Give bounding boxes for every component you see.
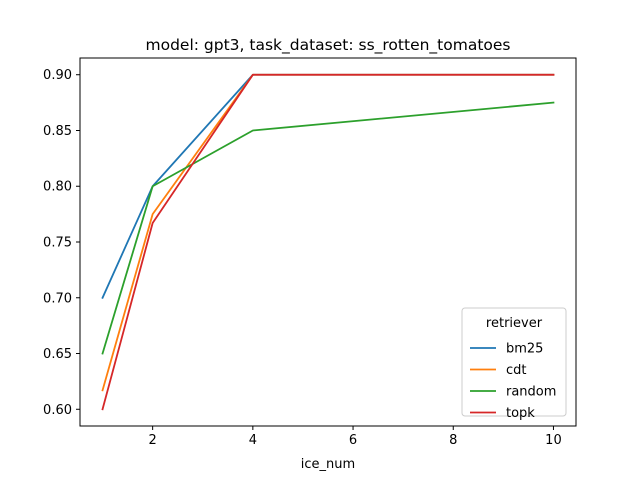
y-tick-label: 0.75 <box>43 236 72 251</box>
x-axis-label: ice_num <box>301 457 355 472</box>
y-tick-label: 0.60 <box>43 403 72 418</box>
legend-label-bm25: bm25 <box>506 342 543 357</box>
x-tick-label: 10 <box>545 433 562 448</box>
series-lines <box>101 73 555 411</box>
series-line-random <box>101 101 555 355</box>
legend-box <box>461 307 567 417</box>
y-tick-label: 0.90 <box>43 68 72 83</box>
legend: retriever bm25 cdt random topk <box>461 307 567 421</box>
y-tick-label: 0.80 <box>43 180 72 195</box>
y-tick-label: 0.65 <box>43 347 72 362</box>
chart-title: model: gpt3, task_dataset: ss_rotten_tom… <box>145 36 510 55</box>
x-tick-label: 4 <box>249 433 257 448</box>
legend-label-random: random <box>506 385 556 400</box>
x-tick-label: 6 <box>349 433 357 448</box>
y-axis: 0.60 0.65 0.70 0.75 0.80 0.85 0.90 <box>43 68 80 418</box>
y-tick-label: 0.85 <box>43 124 72 139</box>
x-axis: 2 4 6 8 10 <box>149 426 562 448</box>
x-tick-label: 8 <box>449 433 457 448</box>
y-tick-label: 0.70 <box>43 291 72 306</box>
legend-label-topk: topk <box>506 406 535 421</box>
x-tick-label: 2 <box>149 433 157 448</box>
legend-label-cdt: cdt <box>506 363 527 378</box>
series-line-topk <box>101 73 555 411</box>
legend-title: retriever <box>486 316 543 331</box>
